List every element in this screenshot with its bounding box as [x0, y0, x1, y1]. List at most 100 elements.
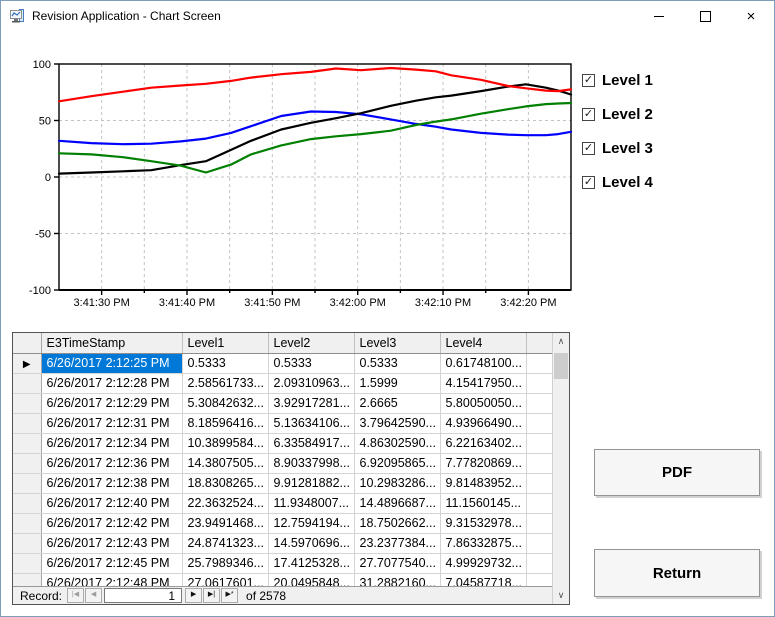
cell-level4[interactable]: 7.77820869... — [440, 453, 527, 474]
table-row[interactable]: 6/26/2017 2:12:45 PM 25.7989346... 17.4125… — [13, 553, 553, 574]
column-header-level4[interactable]: Level4 — [440, 333, 527, 354]
cell-level4[interactable]: 4.15417950... — [440, 373, 527, 394]
column-header-level1[interactable]: Level1 — [182, 333, 269, 354]
table-row[interactable]: 6/26/2017 2:12:42 PM 23.9491468... 12.7594… — [13, 513, 553, 534]
cell-e3timestamp[interactable]: 6/26/2017 2:12:29 PM — [41, 393, 183, 414]
cell-level3[interactable]: 4.86302590... — [354, 433, 441, 454]
checkbox-icon[interactable]: ✓ — [582, 141, 595, 155]
scroll-down-icon[interactable]: ∨ — [557, 590, 565, 600]
cell-e3timestamp[interactable]: 6/26/2017 2:12:40 PM — [41, 493, 183, 514]
row-selector[interactable] — [13, 473, 42, 494]
cell-level1[interactable]: 25.7989346... — [182, 553, 269, 574]
cell-level2[interactable]: 8.90337998... — [268, 453, 355, 474]
table-row[interactable]: 6/26/2017 2:12:43 PM 24.8741323... 14.5970… — [13, 533, 553, 554]
cell-e3timestamp[interactable]: 6/26/2017 2:12:48 PM — [41, 573, 183, 586]
cell-level4[interactable]: 4.93966490... — [440, 413, 527, 434]
cell-level3[interactable]: 2.6665 — [354, 393, 441, 414]
first-record-button[interactable]: |◀ — [67, 588, 85, 603]
legend-checkbox-level-2[interactable]: ✓ Level 2 — [582, 104, 653, 124]
cell-level1[interactable]: 10.3899584... — [182, 433, 269, 454]
cell-level3[interactable]: 1.5999 — [354, 373, 441, 394]
cell-e3timestamp[interactable]: 6/26/2017 2:12:31 PM — [41, 413, 183, 434]
scroll-up-icon[interactable]: ∧ — [557, 336, 565, 346]
cell-e3timestamp[interactable]: 6/26/2017 2:12:42 PM — [41, 513, 183, 534]
maximize-button[interactable] — [682, 1, 728, 31]
previous-record-button[interactable]: ◀ — [85, 588, 103, 603]
cell-level2[interactable]: 3.92917281... — [268, 393, 355, 414]
table-row[interactable]: ▶ 6/26/2017 2:12:25 PM 0.5333 0.5333 0.5333 0… — [13, 353, 553, 374]
cell-level3[interactable]: 14.4896687... — [354, 493, 441, 514]
cell-level4[interactable]: 5.80050050... — [440, 393, 527, 414]
next-record-button[interactable]: ▶ — [185, 588, 203, 603]
cell-level4[interactable]: 11.1560145... — [440, 493, 527, 514]
cell-e3timestamp[interactable]: 6/26/2017 2:12:28 PM — [41, 373, 183, 394]
table-row[interactable]: 6/26/2017 2:12:34 PM 10.3899584... 6.33584… — [13, 433, 553, 454]
cell-level2[interactable]: 2.09310963... — [268, 373, 355, 394]
cell-level1[interactable]: 24.8741323... — [182, 533, 269, 554]
row-selector[interactable] — [13, 553, 42, 574]
cell-level3[interactable]: 18.7502662... — [354, 513, 441, 534]
cell-level2[interactable]: 6.33584917... — [268, 433, 355, 454]
checkbox-icon[interactable]: ✓ — [582, 107, 595, 121]
cell-e3timestamp[interactable]: 6/26/2017 2:12:36 PM — [41, 453, 183, 474]
row-selector[interactable] — [13, 413, 42, 434]
table-row[interactable]: 6/26/2017 2:12:38 PM 18.8308265... 9.91281… — [13, 473, 553, 494]
cell-level4[interactable]: 4.99929732... — [440, 553, 527, 574]
row-selector-header[interactable] — [13, 333, 42, 354]
row-selector[interactable] — [13, 513, 42, 534]
cell-level1[interactable]: 23.9491468... — [182, 513, 269, 534]
table-row[interactable]: 6/26/2017 2:12:48 PM 27.0617601... 20.0495… — [13, 573, 553, 586]
row-selector[interactable] — [13, 453, 42, 474]
new-record-button[interactable]: ▶* — [221, 588, 239, 603]
pdf-button[interactable]: PDF — [594, 449, 760, 496]
vertical-scrollbar[interactable]: ∧ ∨ — [552, 333, 569, 604]
cell-e3timestamp[interactable]: 6/26/2017 2:12:43 PM — [41, 533, 183, 554]
close-button[interactable]: × — [728, 1, 774, 31]
row-selector[interactable] — [13, 533, 42, 554]
row-selector[interactable] — [13, 573, 42, 586]
cell-level1[interactable]: 27.0617601... — [182, 573, 269, 586]
cell-level4[interactable]: 9.31532978... — [440, 513, 527, 534]
cell-level1[interactable]: 22.3632524... — [182, 493, 269, 514]
cell-e3timestamp[interactable]: 6/26/2017 2:12:38 PM — [41, 473, 183, 494]
cell-level1[interactable]: 14.3807505... — [182, 453, 269, 474]
cell-level4[interactable]: 9.81483952... — [440, 473, 527, 494]
row-selector[interactable] — [13, 393, 42, 414]
cell-level4[interactable]: 7.04587718... — [440, 573, 527, 586]
cell-level2[interactable]: 5.13634106... — [268, 413, 355, 434]
cell-e3timestamp[interactable]: 6/26/2017 2:12:34 PM — [41, 433, 183, 454]
cell-level1[interactable]: 5.30842632... — [182, 393, 269, 414]
cell-level1[interactable]: 18.8308265... — [182, 473, 269, 494]
cell-level1[interactable]: 2.58561733... — [182, 373, 269, 394]
column-header-level3[interactable]: Level3 — [354, 333, 441, 354]
scrollbar-thumb[interactable] — [554, 353, 568, 379]
cell-level3[interactable]: 0.5333 — [354, 353, 441, 374]
cell-level2[interactable]: 12.7594194... — [268, 513, 355, 534]
last-record-button[interactable]: ▶| — [203, 588, 221, 603]
cell-level4[interactable]: 0.61748100... — [440, 353, 527, 374]
cell-level1[interactable]: 8.18596416... — [182, 413, 269, 434]
cell-level2[interactable]: 0.5333 — [268, 353, 355, 374]
cell-level1[interactable]: 0.5333 — [182, 353, 269, 374]
table-row[interactable]: 6/26/2017 2:12:36 PM 14.3807505... 8.90337… — [13, 453, 553, 474]
cell-level2[interactable]: 9.91281882... — [268, 473, 355, 494]
checkbox-icon[interactable]: ✓ — [582, 175, 595, 189]
table-row[interactable]: 6/26/2017 2:12:40 PM 22.3632524... 11.9348… — [13, 493, 553, 514]
column-header-e3timestamp[interactable]: E3TimeStamp — [41, 333, 183, 354]
checkbox-icon[interactable]: ✓ — [582, 73, 595, 87]
row-selector[interactable] — [13, 373, 42, 394]
title-bar[interactable]: Revision Application - Chart Screen × — [1, 1, 774, 31]
cell-level2[interactable]: 11.9348007... — [268, 493, 355, 514]
column-header-level2[interactable]: Level2 — [268, 333, 355, 354]
cell-level3[interactable]: 10.2983286... — [354, 473, 441, 494]
row-selector[interactable] — [13, 493, 42, 514]
legend-checkbox-level-1[interactable]: ✓ Level 1 — [582, 70, 653, 90]
cell-level2[interactable]: 14.5970696... — [268, 533, 355, 554]
legend-checkbox-level-3[interactable]: ✓ Level 3 — [582, 138, 653, 158]
cell-level3[interactable]: 3.79642590... — [354, 413, 441, 434]
cell-level4[interactable]: 6.22163402... — [440, 433, 527, 454]
cell-level2[interactable]: 20.0495848... — [268, 573, 355, 586]
minimize-button[interactable] — [636, 1, 682, 31]
cell-level3[interactable]: 23.2377384... — [354, 533, 441, 554]
table-row[interactable]: 6/26/2017 2:12:28 PM 2.58561733... 2.09310… — [13, 373, 553, 394]
